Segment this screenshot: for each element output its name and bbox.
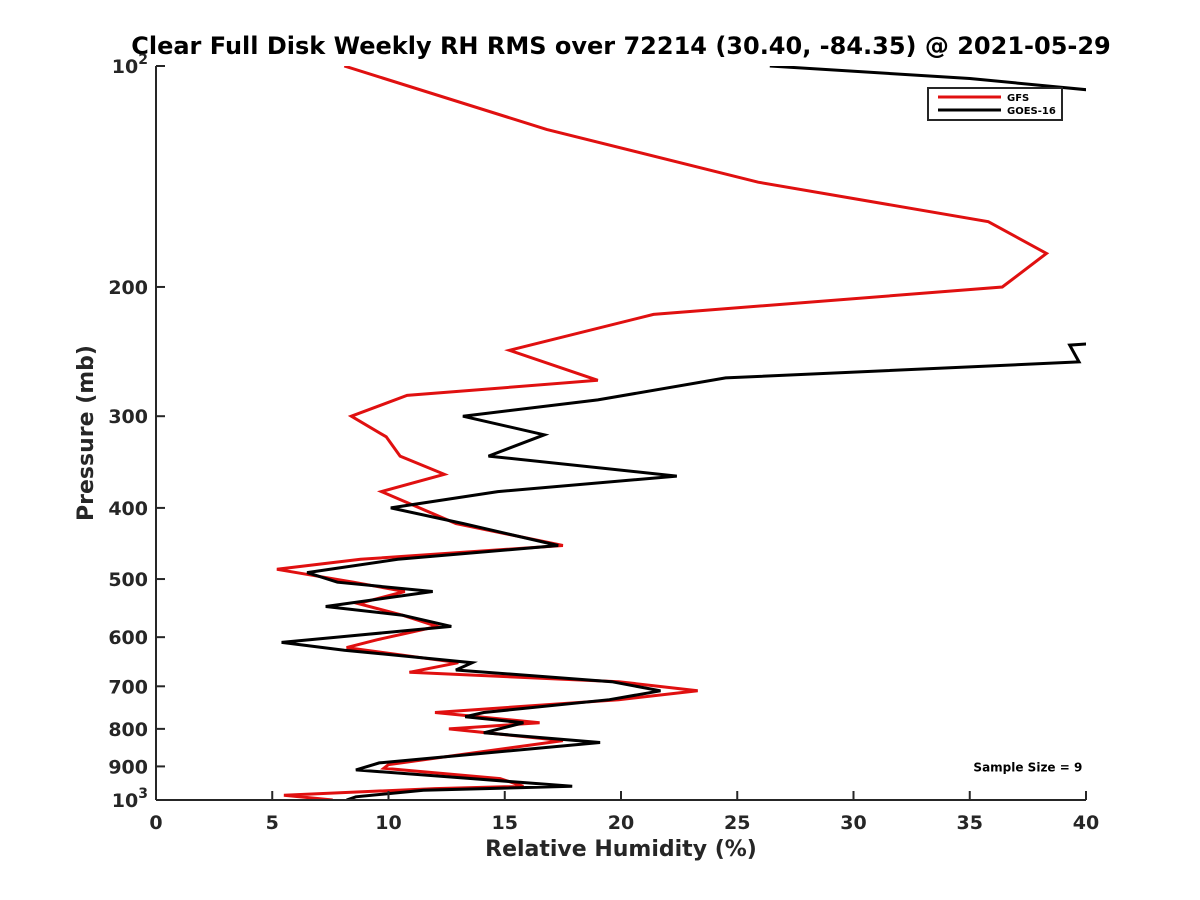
series-line-goes-16 — [281, 66, 1086, 800]
legend-label: GFS — [1007, 93, 1029, 104]
x-tick-label: 15 — [492, 812, 518, 834]
annotation-layer: Sample Size = 9 — [973, 760, 1082, 774]
y-tick-label: 103 — [112, 786, 148, 812]
y-axis-label: Pressure (mb) — [74, 345, 99, 521]
series-line-gfs — [276, 66, 1050, 800]
y-tick-label: 800 — [108, 719, 148, 741]
x-tick-label: 30 — [840, 812, 866, 834]
x-tick-label: 10 — [375, 812, 401, 834]
legend: GFS GOES-16 — [927, 87, 1063, 121]
y-tick-label: 600 — [108, 627, 148, 649]
x-tick-label: 35 — [957, 812, 983, 834]
series-layer — [276, 66, 1086, 800]
x-tick-label: 20 — [608, 812, 634, 834]
legend-box — [927, 87, 1063, 121]
x-tick-label: 40 — [1073, 812, 1099, 834]
x-axis-label: Relative Humidity (%) — [485, 837, 757, 862]
y-tick-label: 700 — [108, 676, 148, 698]
y-tick-label: 200 — [108, 277, 148, 299]
y-tick-label: 900 — [108, 756, 148, 778]
y-tick-label: 400 — [108, 498, 148, 520]
x-tick-label: 0 — [149, 812, 162, 834]
y-tick-label: 500 — [108, 569, 148, 591]
sample-size-annotation: Sample Size = 9 — [973, 760, 1082, 774]
chart-title: Clear Full Disk Weekly RH RMS over 72214… — [131, 32, 1111, 60]
axes-layer: 0 5 10 15 20 25 30 35 40 102 200 300 400 500 600 700 800… — [108, 52, 1099, 834]
y-tick-label: 102 — [112, 52, 148, 78]
y-tick-label: 300 — [108, 406, 148, 428]
x-tick-label: 5 — [266, 812, 279, 834]
x-tick-label: 25 — [724, 812, 750, 834]
legend-label: GOES-16 — [1007, 106, 1056, 117]
